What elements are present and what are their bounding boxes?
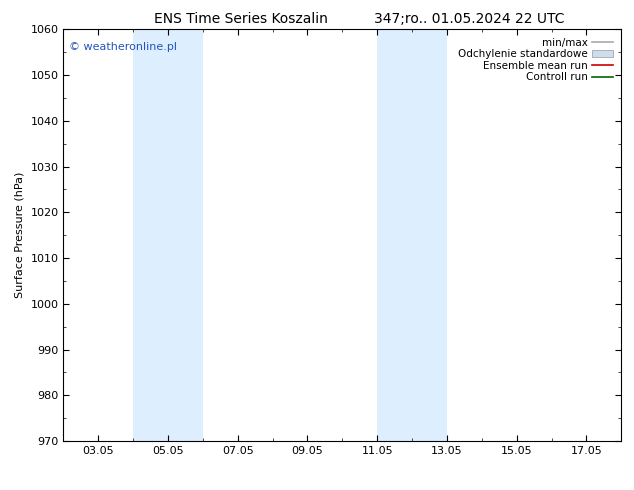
Bar — [133, 29, 203, 441]
Text: © weatheronline.pl: © weatheronline.pl — [69, 42, 177, 52]
Text: ENS Time Series Koszalin: ENS Time Series Koszalin — [154, 12, 328, 26]
Bar — [377, 29, 447, 441]
Text: 347;ro.. 01.05.2024 22 UTC: 347;ro.. 01.05.2024 22 UTC — [374, 12, 564, 26]
Y-axis label: Surface Pressure (hPa): Surface Pressure (hPa) — [15, 172, 25, 298]
Legend: min/max, Odchylenie standardowe, Ensemble mean run, Controll run: min/max, Odchylenie standardowe, Ensembl… — [455, 35, 616, 86]
